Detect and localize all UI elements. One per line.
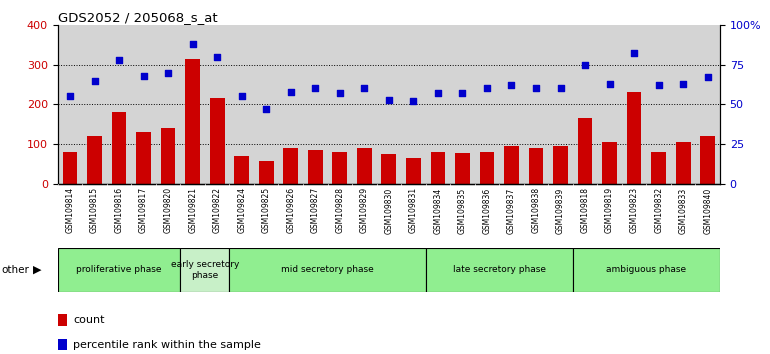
- Bar: [529, 148, 544, 184]
- Bar: [234, 156, 249, 184]
- Point: [285, 89, 297, 95]
- Bar: [308, 150, 323, 184]
- Text: early secretory
phase: early secretory phase: [171, 260, 239, 280]
- Text: percentile rank within the sample: percentile rank within the sample: [73, 339, 261, 349]
- Point: [162, 70, 174, 75]
- Point: [137, 73, 149, 79]
- Text: GSM109835: GSM109835: [458, 187, 467, 234]
- Point: [505, 82, 517, 88]
- Bar: [480, 152, 494, 184]
- Text: GSM109824: GSM109824: [237, 187, 246, 233]
- Text: GDS2052 / 205068_s_at: GDS2052 / 205068_s_at: [58, 11, 217, 24]
- Point: [432, 90, 444, 96]
- Text: GSM109832: GSM109832: [654, 187, 663, 233]
- Bar: [87, 136, 102, 184]
- Bar: [381, 154, 397, 184]
- Text: GSM109816: GSM109816: [115, 187, 123, 233]
- Text: mid secretory phase: mid secretory phase: [281, 266, 374, 274]
- Point: [530, 86, 542, 91]
- Point: [677, 81, 689, 86]
- Point: [211, 54, 223, 59]
- Bar: [112, 113, 126, 184]
- Bar: [651, 152, 666, 184]
- Point: [309, 86, 321, 91]
- Bar: [180, 248, 229, 292]
- Text: GSM109829: GSM109829: [360, 187, 369, 233]
- Point: [113, 57, 126, 63]
- Point: [358, 86, 370, 91]
- Text: GSM109834: GSM109834: [434, 187, 443, 234]
- Text: GSM109826: GSM109826: [286, 187, 295, 233]
- Text: GSM109831: GSM109831: [409, 187, 418, 233]
- Point: [407, 98, 420, 104]
- Point: [64, 93, 76, 99]
- Text: GSM109822: GSM109822: [213, 187, 222, 233]
- Text: GSM109840: GSM109840: [703, 187, 712, 234]
- Bar: [701, 136, 715, 184]
- Point: [628, 51, 641, 56]
- Text: ▶: ▶: [33, 265, 42, 275]
- Text: GSM109839: GSM109839: [556, 187, 565, 234]
- Bar: [333, 152, 347, 184]
- Point: [579, 62, 591, 67]
- Bar: [62, 152, 77, 184]
- Bar: [161, 128, 176, 184]
- Bar: [357, 148, 372, 184]
- Point: [554, 86, 567, 91]
- Bar: [186, 59, 200, 184]
- Bar: [504, 146, 519, 184]
- Text: GSM109820: GSM109820: [163, 187, 172, 233]
- Text: proliferative phase: proliferative phase: [76, 266, 162, 274]
- Text: GSM109815: GSM109815: [90, 187, 99, 233]
- Bar: [573, 248, 720, 292]
- Text: late secretory phase: late secretory phase: [453, 266, 546, 274]
- Point: [89, 78, 101, 83]
- Text: GSM109828: GSM109828: [335, 187, 344, 233]
- Point: [260, 106, 273, 112]
- Bar: [259, 161, 273, 184]
- Point: [236, 93, 248, 99]
- Bar: [283, 148, 298, 184]
- Text: GSM109827: GSM109827: [311, 187, 320, 233]
- Bar: [676, 142, 691, 184]
- Bar: [58, 248, 180, 292]
- Text: GSM109833: GSM109833: [678, 187, 688, 234]
- Text: GSM109837: GSM109837: [507, 187, 516, 234]
- Point: [701, 74, 714, 80]
- Bar: [553, 146, 568, 184]
- Point: [652, 82, 665, 88]
- Bar: [406, 158, 420, 184]
- Bar: [602, 142, 617, 184]
- Bar: [578, 118, 592, 184]
- Bar: [136, 132, 151, 184]
- Text: count: count: [73, 315, 105, 325]
- Bar: [455, 153, 470, 184]
- Text: GSM109823: GSM109823: [630, 187, 638, 233]
- Text: GSM109821: GSM109821: [188, 187, 197, 233]
- Bar: [627, 92, 641, 184]
- Text: GSM109817: GSM109817: [139, 187, 148, 233]
- Text: GSM109830: GSM109830: [384, 187, 393, 234]
- Text: other: other: [2, 265, 29, 275]
- Text: GSM109836: GSM109836: [483, 187, 491, 234]
- Text: GSM109838: GSM109838: [531, 187, 541, 233]
- Point: [604, 81, 616, 86]
- Text: GSM109825: GSM109825: [262, 187, 271, 233]
- Point: [480, 86, 493, 91]
- Text: GSM109818: GSM109818: [581, 187, 590, 233]
- Bar: [430, 152, 445, 184]
- Text: ambiguous phase: ambiguous phase: [606, 266, 686, 274]
- Bar: [229, 248, 426, 292]
- Text: GSM109814: GSM109814: [65, 187, 75, 233]
- Point: [333, 90, 346, 96]
- Text: GSM109819: GSM109819: [605, 187, 614, 233]
- Bar: [209, 98, 225, 184]
- Point: [457, 90, 469, 96]
- Point: [383, 97, 395, 102]
- Point: [186, 41, 199, 47]
- Bar: [426, 248, 573, 292]
